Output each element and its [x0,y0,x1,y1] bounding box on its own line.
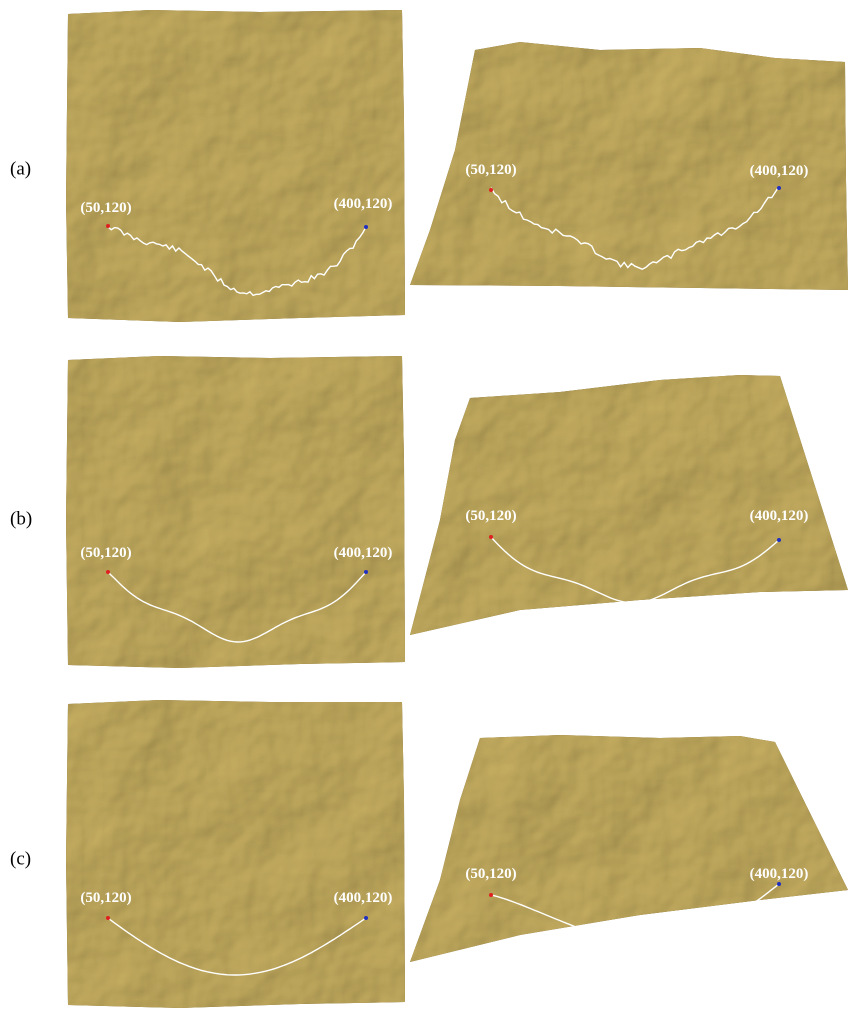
start-label: (50,120) [465,508,516,524]
end-point [364,916,368,920]
terrain-panel: (50,120) (400,120) [66,356,405,668]
figure: (a) (50,120) (400,120) (50,120) (400,120) (b)… [0,0,850,1010]
terrain-shading [66,700,405,1008]
end-label: (400,120) [334,890,393,906]
end-point [364,225,368,229]
end-label: (400,120) [750,866,809,882]
terrain-panel: (50,120) (400,120) [410,42,848,290]
start-point [106,916,110,920]
start-label: (50,120) [80,200,131,216]
terrain-panel: (50,120) (400,120) [66,700,405,1008]
row-label: (b) [10,508,32,529]
start-label: (50,120) [465,866,516,882]
start-point [106,570,110,574]
start-label: (50,120) [465,162,516,178]
terrain-shading [410,735,848,962]
terrain-shading [66,356,405,668]
end-point [777,186,781,190]
end-label: (400,120) [334,545,393,561]
end-label: (400,120) [750,508,809,524]
end-label: (400,120) [750,163,809,179]
start-point [489,893,493,897]
start-point [489,188,493,192]
start-point [106,224,110,228]
end-point [364,570,368,574]
end-label: (400,120) [334,196,393,212]
start-point [489,535,493,539]
start-label: (50,120) [80,890,131,906]
terrain-shading [66,10,405,322]
terrain-panel: (50,120) (400,120) [66,10,405,322]
row-label: (a) [10,158,31,179]
end-point [777,538,781,542]
end-point [777,882,781,886]
start-label: (50,120) [80,545,131,561]
terrain-panel: (50,120) (400,120) [410,735,848,962]
terrain-panel: (50,120) (400,120) [410,375,848,635]
row-label: (c) [10,848,31,869]
terrain-shading [410,375,848,635]
